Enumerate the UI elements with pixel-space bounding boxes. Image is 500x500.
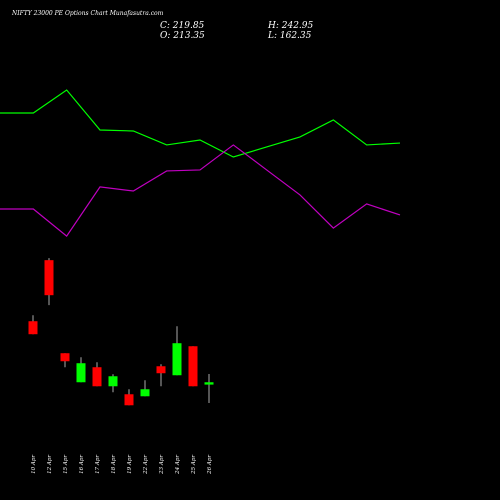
open-label: O: 213.35 bbox=[160, 31, 205, 41]
x-tick-label: 26 Apr bbox=[207, 455, 213, 475]
low-label: L: 162.35 bbox=[267, 31, 312, 41]
x-tick-label: 12 Apr bbox=[47, 455, 53, 474]
candle-body bbox=[92, 367, 102, 387]
candle-body bbox=[28, 321, 38, 335]
candle-body bbox=[204, 382, 214, 385]
x-tick-label: 16 Apr bbox=[79, 455, 85, 474]
indicator-line bbox=[0, 89, 401, 158]
x-tick-label: 17 Apr bbox=[95, 455, 101, 474]
x-tick-label: 19 Apr bbox=[127, 455, 133, 474]
candle-body bbox=[44, 260, 54, 296]
candle-body bbox=[60, 353, 70, 362]
close-label: C: 219.85 bbox=[160, 21, 205, 31]
candle-body bbox=[156, 366, 166, 374]
high-label: H: 242.95 bbox=[267, 21, 314, 31]
x-tick-label: 25 Apr bbox=[191, 455, 197, 475]
x-tick-label: 18 Apr bbox=[111, 455, 117, 474]
x-tick-label: 22 Apr bbox=[143, 455, 149, 475]
x-tick-label: 10 Apr bbox=[31, 455, 37, 474]
candle-body bbox=[108, 376, 118, 387]
chart-title: NIFTY 23000 PE Options Chart Munafasutra… bbox=[11, 10, 164, 17]
x-tick-label: 24 Apr bbox=[175, 455, 181, 475]
candle-body bbox=[124, 394, 134, 406]
candle-body bbox=[140, 389, 150, 397]
candle-body bbox=[188, 346, 198, 387]
candle-body bbox=[172, 343, 182, 376]
x-tick-label: 23 Apr bbox=[159, 455, 165, 475]
x-tick-label: 15 Apr bbox=[63, 455, 69, 474]
candle-body bbox=[76, 363, 86, 383]
indicator-line bbox=[0, 144, 401, 237]
